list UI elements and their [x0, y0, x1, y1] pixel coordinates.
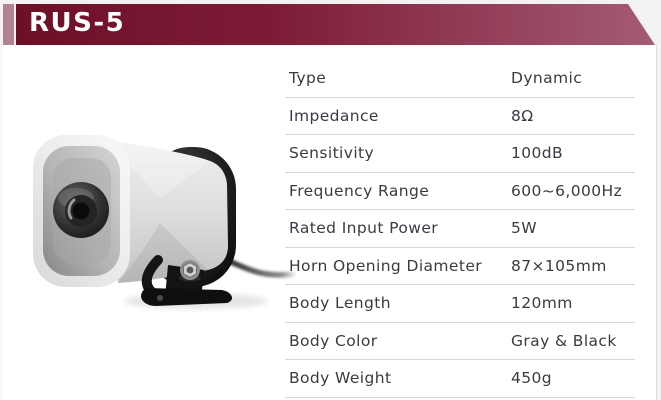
spec-label: Frequency Range [289, 181, 430, 200]
page-left-edge [0, 45, 2, 400]
spec-row-body-color: Body Color Gray & Black [285, 323, 635, 360]
spec-row-horn-opening-diameter: Horn Opening Diameter 87×105mm [285, 248, 635, 285]
spec-value: 100dB [511, 144, 564, 163]
spec-label: Rated Input Power [289, 219, 439, 238]
spec-row-rated-input-power: Rated Input Power 5W [285, 210, 635, 248]
horn-mouth [33, 135, 130, 287]
product-image [8, 120, 298, 320]
spec-value: 120mm [511, 294, 573, 313]
spec-value: Gray & Black [511, 331, 617, 350]
spec-label: Body Weight [289, 369, 392, 388]
spec-label: Horn Opening Diameter [289, 256, 483, 275]
spec-label: Body Length [289, 294, 391, 313]
spec-label: Type [289, 69, 327, 88]
page-right-edge [657, 45, 661, 400]
spec-row-frequency-range: Frequency Range 600~6,000Hz [285, 173, 635, 210]
spec-value: 87×105mm [511, 256, 607, 275]
horn-body [108, 140, 228, 283]
driver-glint [67, 198, 76, 220]
spec-value: 5W [511, 219, 537, 238]
spec-table: Type Dynamic Impedance 8Ω Sensitivity 10… [285, 60, 635, 398]
horn-speaker-illustration [33, 135, 298, 309]
spec-label: Sensitivity [289, 144, 375, 163]
base-bolt [157, 295, 163, 301]
spec-row-body-length: Body Length 120mm [285, 285, 635, 323]
spec-value: 8Ω [511, 106, 534, 125]
title-bar: RUS-5 [16, 4, 655, 45]
spec-row-body-weight: Body Weight 450g [285, 360, 635, 398]
driver-center [72, 202, 90, 220]
spec-value: 450g [511, 369, 553, 388]
page-title: RUS-5 [29, 8, 126, 38]
spec-label: Impedance [289, 106, 379, 125]
spec-row-impedance: Impedance 8Ω [285, 98, 635, 135]
spec-row-sensitivity: Sensitivity 100dB [285, 135, 635, 173]
page-right-border [656, 45, 657, 400]
spec-value: Dynamic [511, 69, 583, 88]
bracket-base [141, 288, 233, 306]
spec-value: 600~6,000Hz [511, 181, 623, 200]
header: RUS-5 [0, 0, 661, 45]
bolt-center [186, 266, 194, 274]
spec-label: Body Color [289, 331, 378, 350]
body-top-facet [108, 140, 210, 198]
header-accent-strip [3, 4, 14, 45]
spec-row-type: Type Dynamic [285, 60, 635, 98]
